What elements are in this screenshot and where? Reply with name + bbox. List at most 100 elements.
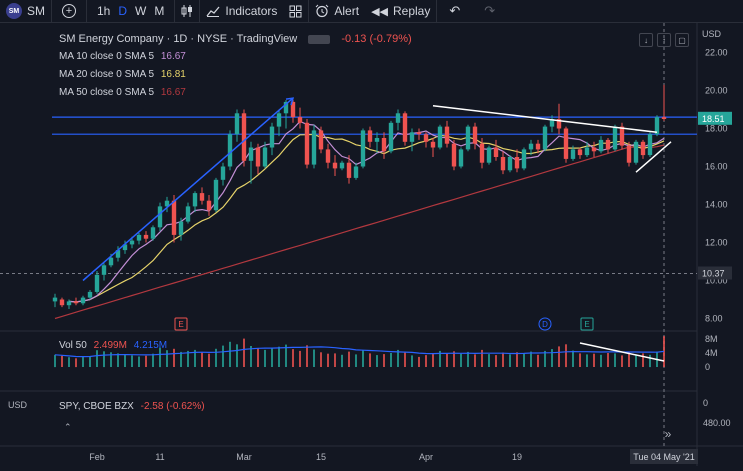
volume-bar <box>467 351 469 367</box>
volume-bar <box>516 352 518 367</box>
date-tick-label: 19 <box>512 452 522 462</box>
arrow-down-icon: ↓ <box>644 35 648 45</box>
interval-d[interactable]: D <box>118 4 128 18</box>
volume-tick-label: 4M <box>705 348 718 358</box>
volume-bar <box>278 346 280 367</box>
candle-body <box>661 117 667 119</box>
alert-button[interactable]: Alert <box>309 0 365 22</box>
legend-ma50: MA 50 close 0 SMA 5 16.67 <box>59 87 186 98</box>
volume-bar <box>96 350 98 367</box>
candle-body <box>451 143 457 167</box>
volume-bar <box>495 355 497 367</box>
candle-body <box>556 119 562 129</box>
volume-bar <box>376 355 378 367</box>
scroll-to-realtime-button[interactable]: » <box>660 426 676 442</box>
volume-bar <box>61 355 63 367</box>
spy-collapse-button[interactable]: ⌃ <box>64 422 72 433</box>
price-tick-label: 18.00 <box>705 124 728 134</box>
candle-body <box>521 149 527 169</box>
blue-trendline <box>82 97 294 282</box>
horizontal-levels-layer <box>52 116 697 135</box>
candle-body <box>73 301 79 304</box>
price-tick-label: 8.00 <box>705 314 723 324</box>
indicators-button[interactable]: Indicators <box>200 0 283 22</box>
pane-up-button[interactable]: ↑ <box>657 33 671 47</box>
chart-area[interactable]: USD 22.00 20.00 18.00 16.00 14.00 12.00 10.00 8.… <box>0 23 743 466</box>
alert-label: Alert <box>334 4 360 18</box>
ma10-label: MA 10 close 0 SMA 5 <box>59 51 155 62</box>
candle-body <box>409 132 415 142</box>
maximize-pane-button[interactable]: ▢ <box>675 33 689 47</box>
volume-bar <box>152 353 154 367</box>
volume-bar <box>229 341 231 367</box>
chart-canvas: USD 22.00 20.00 18.00 16.00 14.00 12.00 10.00 8.… <box>0 23 743 466</box>
candle-body <box>171 200 177 235</box>
volume-bar <box>572 350 574 367</box>
price-tick-label: 22.00 <box>705 48 728 58</box>
ma50-label: MA 50 close 0 SMA 5 <box>59 87 155 98</box>
volume-bar <box>194 349 196 367</box>
volume-bar <box>586 354 588 367</box>
legend-ma20: MA 20 close 0 SMA 5 16.81 <box>59 69 186 80</box>
legend-toggle[interactable] <box>308 34 331 44</box>
candle-body <box>542 126 548 150</box>
layout-button[interactable] <box>283 0 310 22</box>
volume-bar <box>481 349 483 367</box>
axis-layer: USD 22.00 20.00 18.00 16.00 14.00 12.00 10.00 8.… <box>8 29 732 464</box>
interval-w[interactable]: W <box>135 4 147 18</box>
volume-bar <box>453 351 455 368</box>
candle-body <box>528 143 534 150</box>
redo-button[interactable]: ↷ <box>472 0 507 22</box>
volume-bar <box>75 358 77 368</box>
ma50-value: 16.67 <box>160 87 186 98</box>
candle-body <box>94 274 100 292</box>
arrow-up-icon: ↑ <box>662 35 666 45</box>
undo-icon: ↶ <box>449 3 461 18</box>
current-price-badge <box>698 111 732 125</box>
collapse-pane-button[interactable]: ↓ <box>639 33 653 47</box>
date-tick-label: Mar <box>236 452 252 462</box>
volume-bar <box>579 353 581 367</box>
candle-body <box>276 113 282 127</box>
candle-body <box>402 113 408 142</box>
chart-type-button[interactable] <box>175 0 201 22</box>
compare-button[interactable]: + <box>52 0 87 22</box>
volume-bar <box>264 349 266 367</box>
plus-circle-icon: + <box>62 4 76 18</box>
top-toolbar: SM SM + 1h D W M Indicators Alert ◀◀ Rep… <box>0 0 743 23</box>
volume-bar <box>355 354 357 367</box>
vol-label: Vol 50 <box>59 340 87 351</box>
volume-bar <box>222 345 224 367</box>
candle-body <box>605 139 611 150</box>
candle-body <box>262 147 268 167</box>
white-support-trendline <box>635 141 672 173</box>
legend-change: -0.13 (-0.79%) <box>341 33 412 45</box>
volume-bar <box>180 351 182 367</box>
spy-tick-label: 0 <box>703 398 708 408</box>
legend-ma10: MA 10 close 0 SMA 5 16.67 <box>59 51 186 62</box>
interval-m[interactable]: M <box>154 4 165 18</box>
candle-body <box>465 126 471 150</box>
vol-value1: 2.499M <box>93 340 127 351</box>
candle-body <box>493 147 499 157</box>
undo-button[interactable]: ↶ <box>437 0 472 22</box>
candle-body <box>360 130 366 167</box>
volume-bar <box>439 350 441 367</box>
volume-bar <box>285 344 287 367</box>
volume-bar <box>145 355 147 367</box>
candle-body <box>535 143 541 150</box>
volume-bar <box>593 353 595 367</box>
interval-1h[interactable]: 1h <box>97 4 111 18</box>
volume-bar <box>243 338 245 367</box>
volume-bar <box>642 353 644 367</box>
volume-bar <box>257 348 259 367</box>
candles-layer <box>52 84 667 309</box>
candle-body <box>598 139 604 152</box>
dividend-marker-badge <box>538 317 552 331</box>
redo-icon: ↷ <box>484 3 496 18</box>
volume-bar <box>320 352 322 367</box>
candle-body <box>626 145 632 163</box>
volume-bar <box>159 347 161 368</box>
symbol-search[interactable]: SM SM <box>0 0 52 22</box>
replay-button[interactable]: ◀◀ Replay <box>365 0 438 22</box>
